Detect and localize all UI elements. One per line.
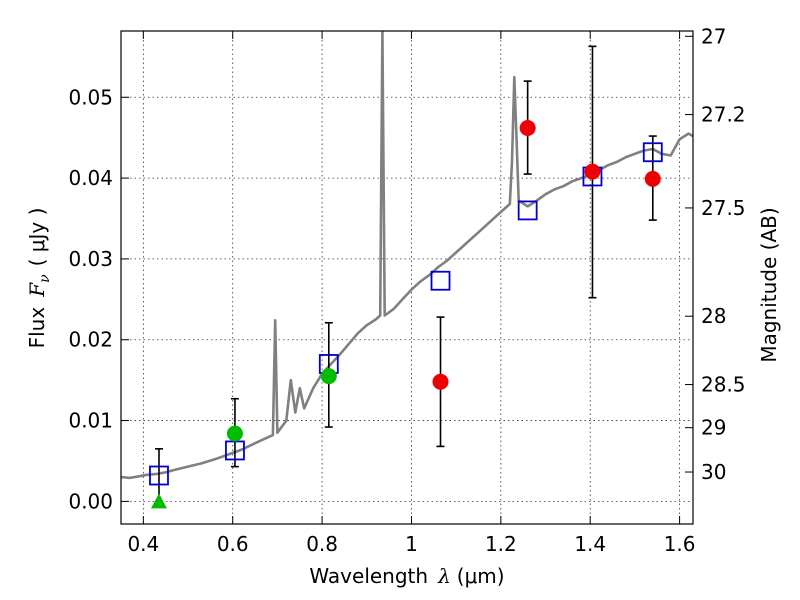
x-tick-label: 1 bbox=[405, 532, 418, 556]
y-axis-label: FluxFν( μJy ) bbox=[25, 208, 53, 349]
model-square-marker bbox=[149, 465, 169, 486]
red-data-point bbox=[432, 373, 449, 390]
x-tick-label: 0.8 bbox=[306, 532, 338, 556]
y-tick-label: 0.01 bbox=[68, 409, 113, 433]
x-tick-label: 0.6 bbox=[217, 532, 249, 556]
y2-tick-label: 30 bbox=[701, 460, 726, 484]
model-photometry-squares bbox=[149, 142, 663, 486]
y-tick-label: 0.04 bbox=[68, 166, 113, 190]
y2-tick-label: 28.5 bbox=[701, 373, 746, 397]
green-upper-limit-triangle bbox=[150, 493, 167, 509]
x-axis-ticks: 0.4 0.6 0.8 1 1.2 1.4 1.6 bbox=[127, 31, 696, 556]
observed-photometry-points bbox=[150, 119, 661, 509]
plot-area bbox=[121, 31, 693, 509]
model-square-marker bbox=[642, 142, 663, 163]
y2-tick-label: 29 bbox=[701, 416, 726, 440]
model-square-marker bbox=[517, 200, 538, 221]
model-spectrum-line bbox=[121, 31, 693, 480]
red-data-point bbox=[644, 170, 661, 187]
y-tick-label: 0.00 bbox=[68, 489, 113, 513]
x-axis-label: Wavelength λ (μm) bbox=[309, 564, 504, 588]
y2-tick-label: 27.5 bbox=[701, 196, 746, 220]
x-tick-label: 0.4 bbox=[127, 532, 159, 556]
y2-tick-label: 27.2 bbox=[701, 103, 746, 127]
y2-axis-label: Magnitude (AB) bbox=[757, 207, 781, 362]
y-tick-label: 0.03 bbox=[68, 247, 113, 271]
model-square-marker bbox=[430, 270, 451, 291]
green-data-point bbox=[320, 368, 337, 385]
red-data-point bbox=[519, 119, 536, 136]
y-tick-label: 0.05 bbox=[68, 85, 113, 109]
x-tick-label: 1.6 bbox=[664, 532, 696, 556]
y2-tick-label: 27 bbox=[701, 24, 726, 48]
red-data-point bbox=[584, 163, 601, 180]
y2-axis-ticks: 27 27.2 27.5 28 28.5 29 30 bbox=[685, 24, 746, 484]
y2-tick-label: 28 bbox=[701, 304, 726, 328]
y-axis-ticks: 0.00 0.01 0.02 0.03 0.04 0.05 bbox=[68, 85, 129, 513]
plot-frame bbox=[120, 30, 694, 525]
x-tick-label: 1.4 bbox=[574, 532, 606, 556]
grid bbox=[121, 31, 693, 524]
y-tick-label: 0.02 bbox=[68, 328, 113, 352]
x-tick-label: 1.2 bbox=[485, 532, 517, 556]
green-data-point bbox=[226, 425, 243, 442]
